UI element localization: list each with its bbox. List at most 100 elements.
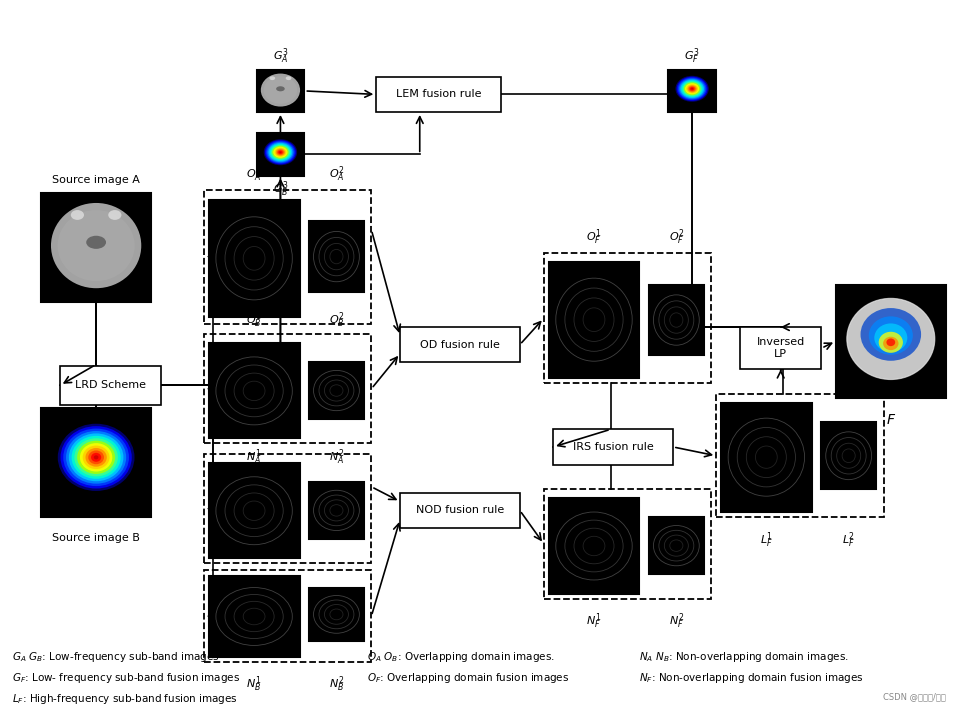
Bar — [544, 489, 712, 599]
Text: IRS fusion rule: IRS fusion rule — [573, 442, 654, 452]
Text: $G_B^3$: $G_B^3$ — [273, 180, 288, 199]
Ellipse shape — [271, 145, 290, 159]
Text: Inversed
LP: Inversed LP — [757, 338, 805, 359]
Ellipse shape — [108, 210, 121, 220]
Text: $O_B^2$: $O_B^2$ — [328, 310, 345, 330]
Text: $N_B^1$: $N_B^1$ — [247, 675, 262, 694]
Ellipse shape — [886, 338, 896, 346]
Ellipse shape — [846, 299, 935, 380]
Text: $N_A^1$: $N_A^1$ — [247, 447, 262, 466]
Ellipse shape — [266, 141, 295, 164]
Bar — [209, 201, 299, 316]
Ellipse shape — [83, 446, 110, 469]
Bar — [256, 70, 304, 112]
Bar — [668, 70, 716, 112]
Ellipse shape — [687, 84, 698, 93]
Ellipse shape — [685, 83, 699, 95]
Text: Source image A: Source image A — [52, 175, 140, 185]
Bar — [716, 394, 884, 518]
Bar — [549, 498, 639, 594]
Ellipse shape — [861, 308, 921, 360]
Ellipse shape — [869, 316, 913, 355]
Text: $O_F^1$: $O_F^1$ — [586, 228, 602, 247]
Text: NOD fusion rule: NOD fusion rule — [416, 506, 504, 515]
Ellipse shape — [89, 451, 104, 464]
Ellipse shape — [270, 144, 291, 161]
Ellipse shape — [74, 438, 117, 476]
Bar — [209, 463, 299, 558]
Text: $O_F$: Overlapping domain fusion images: $O_F$: Overlapping domain fusion images — [367, 671, 569, 685]
Ellipse shape — [61, 426, 132, 488]
Ellipse shape — [678, 77, 707, 100]
Ellipse shape — [58, 424, 135, 491]
Text: $O_F^2$: $O_F^2$ — [668, 228, 684, 247]
Text: $O_B^1$: $O_B^1$ — [247, 310, 262, 330]
Ellipse shape — [274, 148, 286, 157]
Ellipse shape — [264, 76, 298, 104]
Ellipse shape — [58, 210, 135, 281]
Text: $O_A^1$: $O_A^1$ — [247, 164, 262, 184]
Bar — [309, 588, 364, 641]
Bar — [41, 408, 151, 518]
Text: $O_A\ O_B$: Overlapping domain images.: $O_A\ O_B$: Overlapping domain images. — [367, 650, 555, 664]
Text: $O_A^2$: $O_A^2$ — [328, 164, 345, 184]
Ellipse shape — [874, 324, 907, 352]
Bar — [204, 570, 372, 662]
Text: $G_A^3$: $G_A^3$ — [273, 46, 288, 65]
Bar — [668, 70, 716, 112]
Text: $N_F^2$: $N_F^2$ — [668, 611, 684, 631]
Bar — [204, 334, 372, 444]
Ellipse shape — [77, 441, 116, 474]
Ellipse shape — [675, 76, 709, 102]
Text: $N_A\ N_B$: Non-overlapping domain images.: $N_A\ N_B$: Non-overlapping domain image… — [639, 650, 849, 664]
Bar — [721, 402, 812, 512]
Ellipse shape — [71, 210, 84, 220]
Bar — [309, 482, 364, 539]
Ellipse shape — [66, 431, 126, 483]
Bar — [377, 77, 501, 112]
Text: LRD Scheme: LRD Scheme — [75, 380, 146, 390]
Bar — [209, 343, 299, 439]
Text: $L_F^2$: $L_F^2$ — [842, 530, 855, 550]
Ellipse shape — [86, 448, 107, 466]
Ellipse shape — [883, 337, 898, 350]
Ellipse shape — [91, 453, 101, 462]
Ellipse shape — [268, 142, 294, 162]
Ellipse shape — [93, 455, 98, 459]
Text: Source image B: Source image B — [52, 533, 140, 543]
Ellipse shape — [71, 436, 120, 479]
Ellipse shape — [688, 85, 697, 92]
Text: OD fusion rule: OD fusion rule — [420, 340, 500, 350]
Bar — [204, 454, 372, 563]
Bar — [256, 133, 304, 176]
Ellipse shape — [279, 151, 281, 153]
Bar — [209, 576, 299, 657]
Ellipse shape — [275, 149, 285, 156]
Ellipse shape — [277, 149, 284, 155]
Ellipse shape — [684, 82, 700, 95]
Ellipse shape — [64, 429, 129, 486]
Ellipse shape — [80, 443, 113, 471]
Ellipse shape — [264, 139, 298, 165]
Ellipse shape — [680, 80, 704, 98]
Bar — [649, 285, 704, 356]
Bar — [61, 366, 161, 405]
Ellipse shape — [273, 146, 288, 158]
Ellipse shape — [683, 82, 702, 96]
Ellipse shape — [689, 86, 695, 92]
Ellipse shape — [269, 143, 293, 161]
Ellipse shape — [677, 77, 708, 101]
Text: $N_F$: Non-overlapping domain fusion images: $N_F$: Non-overlapping domain fusion ima… — [639, 671, 864, 685]
Bar — [256, 70, 304, 112]
Ellipse shape — [270, 76, 275, 80]
Bar — [256, 133, 304, 176]
Ellipse shape — [286, 76, 292, 80]
Bar — [821, 422, 876, 489]
Bar — [41, 193, 151, 302]
Bar — [204, 190, 372, 324]
Text: $N_F^1$: $N_F^1$ — [586, 611, 602, 631]
Text: $N_A^2$: $N_A^2$ — [328, 447, 344, 466]
Text: $G_F$: Low- frequency sub-band fusion images: $G_F$: Low- frequency sub-band fusion im… — [13, 671, 241, 685]
Bar — [649, 518, 704, 574]
Ellipse shape — [68, 434, 123, 481]
